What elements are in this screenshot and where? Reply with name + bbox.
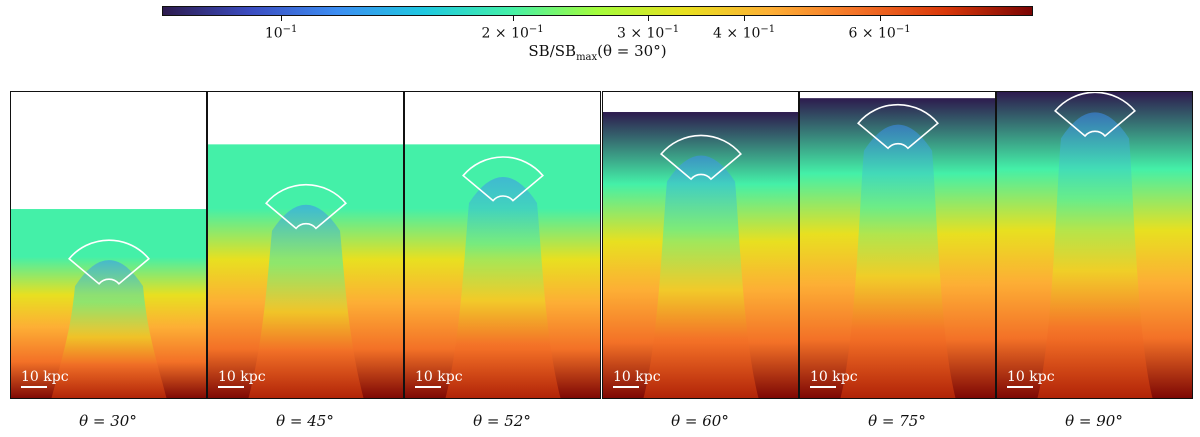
surface-brightness-map — [208, 144, 403, 398]
annular-sector-region — [462, 156, 544, 202]
surface-brightness-map — [11, 209, 206, 398]
annular-sector-region — [68, 239, 150, 285]
image-panel: 10 kpc — [996, 91, 1193, 399]
image-panel: 10 kpc — [404, 91, 601, 399]
colorbar-tick-mark — [648, 16, 650, 21]
panel-row: 10 kpc 10 kpc 10 kpc 10 kpc 10 kpc 10 kpc — [10, 91, 1193, 399]
scale-bar-label: 10 kpc — [613, 369, 661, 385]
annular-sector-region — [660, 134, 742, 181]
scale-bar-label: 10 kpc — [218, 369, 266, 385]
surface-brightness-map — [405, 144, 600, 398]
colorbar-tick-label: 10−1 — [264, 24, 298, 42]
colorbar-tick-label: 6 × 10−1 — [848, 24, 911, 42]
colorbar-tick-label: 4 × 10−1 — [713, 24, 776, 42]
scale-bar: 10 kpc — [1007, 369, 1055, 388]
bubble-lobe — [51, 260, 167, 398]
colorbar-tick-mark — [744, 16, 746, 21]
scale-bar-label: 10 kpc — [1007, 369, 1055, 385]
colorbar-label: SB/SBmax(θ = 30°) — [528, 42, 667, 63]
image-panel: 10 kpc — [207, 91, 404, 399]
scale-bar-line — [613, 386, 639, 388]
scale-bar-label: 10 kpc — [415, 369, 463, 385]
scale-bar-line — [21, 386, 47, 388]
scale-bar-label: 10 kpc — [21, 369, 69, 385]
colorbar: 10−1 2 × 10−1 3 × 10−1 4 × 10−1 6 × 10−1 SB/… — [162, 6, 1033, 63]
scale-bar-line — [1007, 386, 1033, 388]
bubble-lobe — [445, 177, 561, 398]
panel-caption: θ = 30° — [79, 412, 137, 430]
panel-caption: θ = 75° — [868, 412, 926, 430]
scale-bar-line — [810, 386, 836, 388]
scale-bar-label: 10 kpc — [810, 369, 858, 385]
surface-brightness-map — [603, 112, 798, 398]
scale-bar-line — [218, 386, 244, 388]
surface-brightness-map — [800, 98, 995, 398]
scale-bar: 10 kpc — [810, 369, 858, 388]
colorbar-tick-label: 2 × 10−1 — [481, 24, 544, 42]
image-panel: 10 kpc — [602, 91, 799, 399]
colorbar-gradient — [162, 6, 1033, 16]
surface-brightness-map — [997, 92, 1192, 398]
image-panel: 10 kpc — [10, 91, 207, 399]
colorbar-tick-mark — [879, 16, 881, 21]
bubble-lobe — [248, 204, 364, 398]
scale-bar: 10 kpc — [218, 369, 266, 388]
bubble-lobe — [1037, 112, 1153, 398]
panel-caption: θ = 90° — [1065, 412, 1123, 430]
scale-bar: 10 kpc — [613, 369, 661, 388]
scale-bar: 10 kpc — [21, 369, 69, 388]
colorbar-tick-mark — [512, 16, 514, 21]
scale-bar: 10 kpc — [415, 369, 463, 388]
annular-sector-region — [265, 183, 347, 230]
bubble-lobe — [643, 155, 759, 398]
colorbar-tick-label: 3 × 10−1 — [616, 24, 680, 42]
panel-caption: θ = 45° — [276, 412, 334, 430]
annular-sector-region — [857, 103, 939, 150]
colorbar-tick-mark — [281, 16, 283, 21]
annular-sector-region — [1054, 92, 1136, 138]
scale-bar-line — [415, 386, 441, 388]
bubble-lobe — [840, 124, 956, 398]
image-panel: 10 kpc — [799, 91, 996, 399]
panel-caption: θ = 60° — [671, 412, 729, 430]
panel-caption: θ = 52° — [473, 412, 531, 430]
